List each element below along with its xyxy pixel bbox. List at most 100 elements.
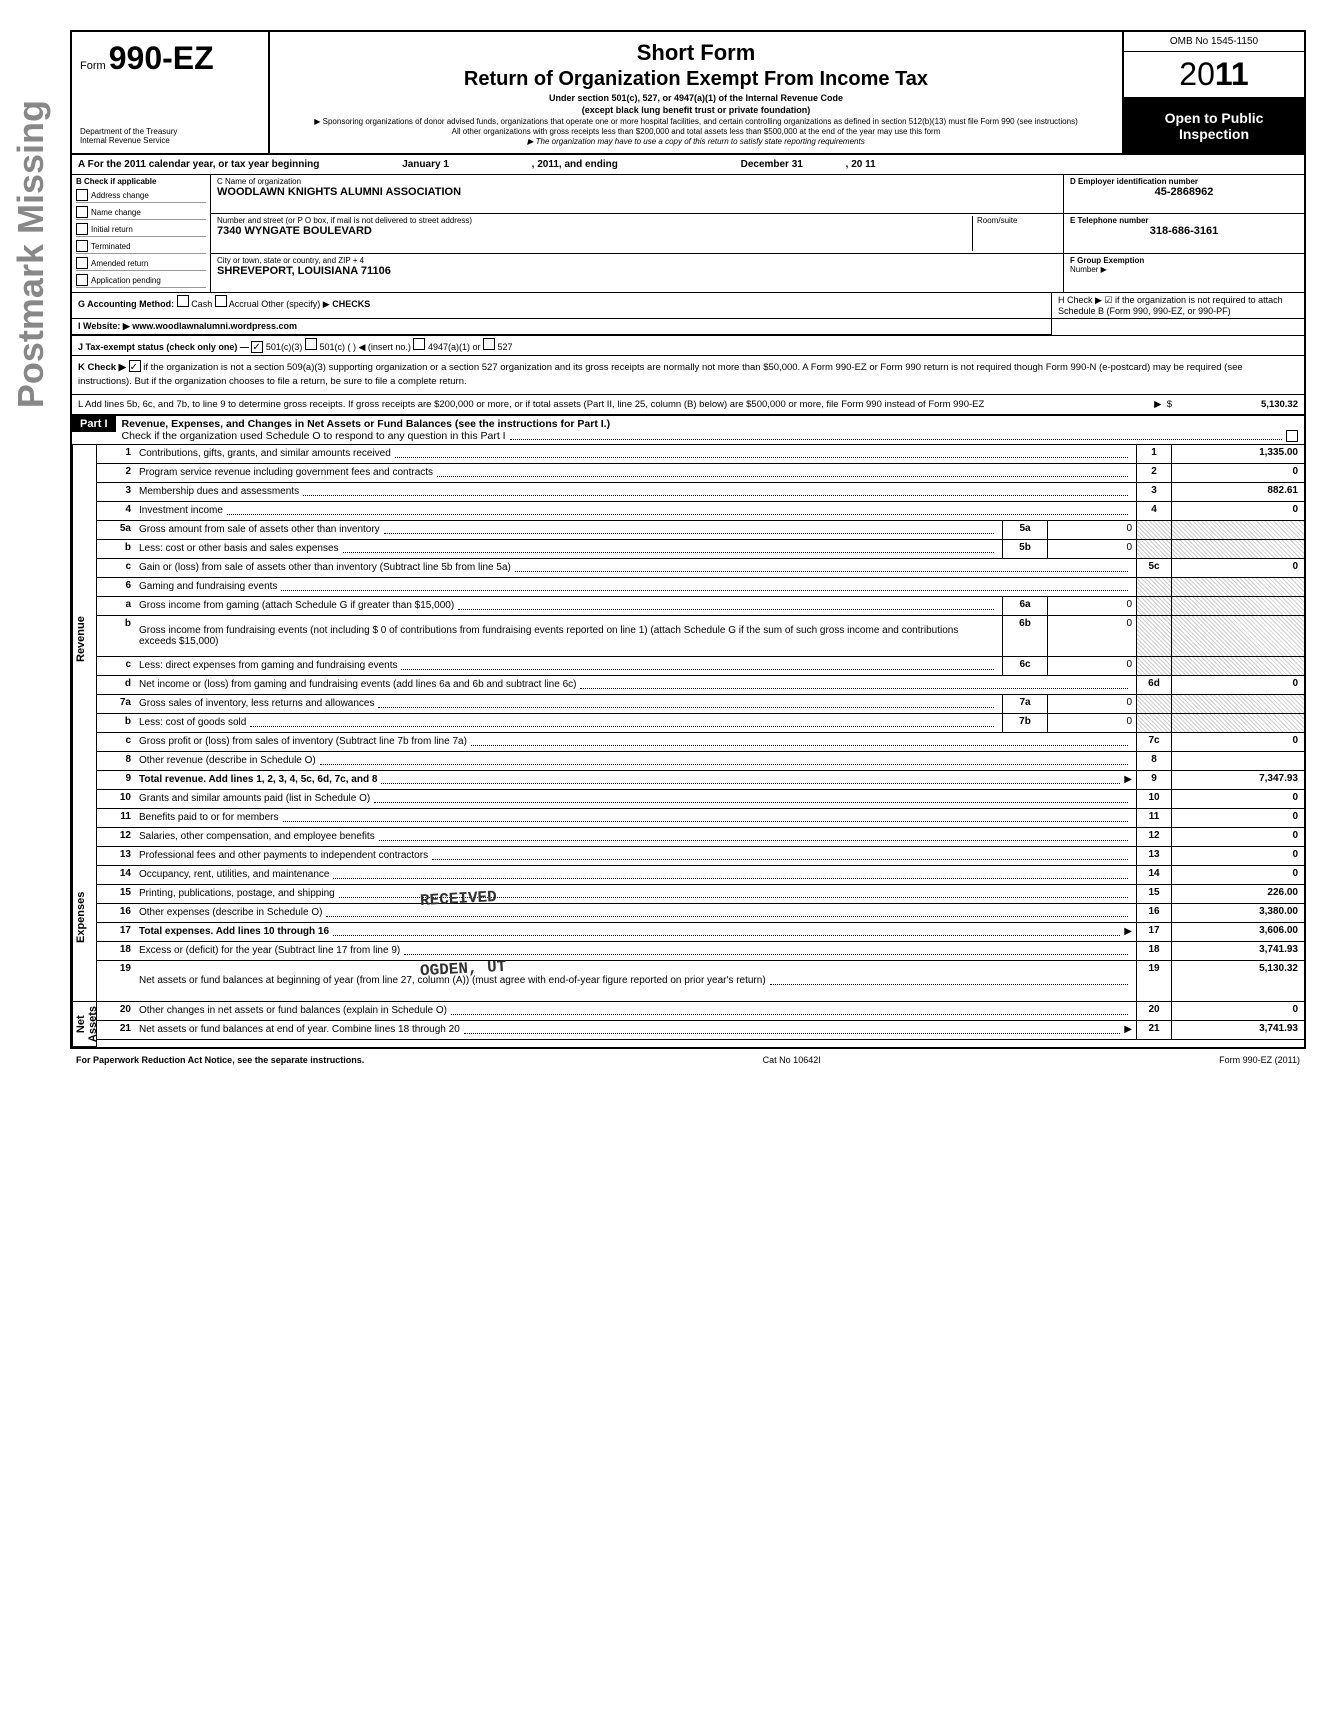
line-b-subvalue: 0 bbox=[1047, 616, 1136, 656]
accounting-other-value: CHECKS bbox=[332, 299, 370, 309]
tax-year: 2011 bbox=[1124, 52, 1304, 98]
omb-number: OMB No 1545-1150 bbox=[1124, 32, 1304, 52]
row-l: L Add lines 5b, 6c, and 7b, to line 9 to… bbox=[72, 395, 1304, 416]
line-14: 14Occupancy, rent, utilities, and mainte… bbox=[97, 866, 1304, 885]
org-city: SHREVEPORT, LOUISIANA 71106 bbox=[217, 265, 1057, 277]
line-1: 1Contributions, gifts, grants, and simil… bbox=[97, 445, 1304, 464]
title-main: Return of Organization Exempt From Incom… bbox=[276, 68, 1116, 91]
line-15: 15Printing, publications, postage, and s… bbox=[97, 885, 1304, 904]
row-l-amount: 5,130.32 bbox=[1178, 399, 1298, 410]
line-4: 4Investment income40 bbox=[97, 502, 1304, 521]
line-20-value: 0 bbox=[1171, 1002, 1304, 1020]
line-b-subvalue: 0 bbox=[1047, 540, 1136, 558]
line-3-value: 882.61 bbox=[1171, 483, 1304, 501]
form-word: Form bbox=[80, 60, 106, 72]
checkbox-application-pending[interactable] bbox=[76, 274, 88, 286]
line-21-value: 3,741.93 bbox=[1171, 1021, 1304, 1039]
row-k: K Check ▶ if the organization is not a s… bbox=[72, 356, 1304, 395]
row-g-accounting: G Accounting Method: Cash Accrual Other … bbox=[72, 293, 1304, 319]
line-10: 10Grants and similar amounts paid (list … bbox=[97, 790, 1304, 809]
row-j-status: J Tax-exempt status (check only one) — 5… bbox=[72, 336, 1304, 356]
line-2: 2Program service revenue including gover… bbox=[97, 464, 1304, 483]
line-17: 17Total expenses. Add lines 10 through 1… bbox=[97, 923, 1304, 942]
title-short: Short Form bbox=[276, 40, 1116, 66]
part-1-lines: Revenue Expenses Net Assets 1Contributio… bbox=[72, 445, 1304, 1047]
form-header: Form 990-EZ Department of the Treasury I… bbox=[72, 32, 1304, 155]
checkbox-4947[interactable] bbox=[413, 338, 425, 350]
line-8: 8Other revenue (describe in Schedule O)8 bbox=[97, 752, 1304, 771]
open-to-public: Open to Public Inspection bbox=[1124, 98, 1304, 153]
line-d-value: 0 bbox=[1171, 676, 1304, 694]
line-16-value: 3,380.00 bbox=[1171, 904, 1304, 922]
line-5a-subvalue: 0 bbox=[1047, 521, 1136, 539]
line-13-value: 0 bbox=[1171, 847, 1304, 865]
line-7a-subvalue: 0 bbox=[1047, 695, 1136, 713]
line-13: 13Professional fees and other payments t… bbox=[97, 847, 1304, 866]
line-21: 21Net assets or fund balances at end of … bbox=[97, 1021, 1304, 1040]
checkbox-cash[interactable] bbox=[177, 295, 189, 307]
line-19-value: 5,130.32 bbox=[1171, 961, 1304, 1001]
line-4-value: 0 bbox=[1171, 502, 1304, 520]
checkbox-line: Application pending bbox=[76, 273, 206, 288]
line-b: bLess: cost or other basis and sales exp… bbox=[97, 540, 1304, 559]
checkbox-501c[interactable] bbox=[305, 338, 317, 350]
line-a: aGross income from gaming (attach Schedu… bbox=[97, 597, 1304, 616]
note3: ▶ The organization may have to use a cop… bbox=[276, 137, 1116, 146]
header-right: OMB No 1545-1150 2011 Open to Public Ins… bbox=[1124, 32, 1304, 153]
row-i-website: I Website: ▶ www.woodlawnalumni.wordpres… bbox=[72, 319, 1304, 336]
checkbox-line: Amended return bbox=[76, 256, 206, 271]
checkbox-schedule-o[interactable] bbox=[1286, 430, 1298, 442]
checkbox-initial-return[interactable] bbox=[76, 223, 88, 235]
form-footer: For Paperwork Reduction Act Notice, see … bbox=[70, 1051, 1306, 1069]
line-c: cLess: direct expenses from gaming and f… bbox=[97, 657, 1304, 676]
section-c-org: C Name of organization WOODLAWN KNIGHTS … bbox=[211, 175, 1064, 292]
checkbox-amended-return[interactable] bbox=[76, 257, 88, 269]
row-a-tax-year: A For the 2011 calendar year, or tax yea… bbox=[72, 155, 1304, 175]
checkbox-527[interactable] bbox=[483, 338, 495, 350]
line-d: dNet income or (loss) from gaming and fu… bbox=[97, 676, 1304, 695]
org-address: 7340 WYNGATE BOULEVARD bbox=[217, 225, 972, 237]
line-18: 18Excess or (deficit) for the year (Subt… bbox=[97, 942, 1304, 961]
line-c-value: 0 bbox=[1171, 733, 1304, 751]
checkbox-line: Name change bbox=[76, 205, 206, 220]
line-a-subvalue: 0 bbox=[1047, 597, 1136, 615]
line-12-value: 0 bbox=[1171, 828, 1304, 846]
line-10-value: 0 bbox=[1171, 790, 1304, 808]
checkbox-address-change[interactable] bbox=[76, 189, 88, 201]
checkbox-line: Address change bbox=[76, 188, 206, 203]
line-11: 11Benefits paid to or for members110 bbox=[97, 809, 1304, 828]
line-11-value: 0 bbox=[1171, 809, 1304, 827]
ein: 45-2868962 bbox=[1070, 186, 1298, 198]
label-netassets: Net Assets bbox=[72, 1002, 97, 1047]
section-b-checkboxes: B Check if applicable Address changeName… bbox=[72, 175, 211, 292]
line-7a: 7aGross sales of inventory, less returns… bbox=[97, 695, 1304, 714]
checkbox-k[interactable] bbox=[129, 360, 141, 372]
part-1-header: Part I Revenue, Expenses, and Changes in… bbox=[72, 416, 1304, 445]
website-url: www.woodlawnalumni.wordpress.com bbox=[132, 321, 297, 331]
line-16: 16Other expenses (describe in Schedule O… bbox=[97, 904, 1304, 923]
header-center: Short Form Return of Organization Exempt… bbox=[270, 32, 1124, 153]
line-b-subvalue: 0 bbox=[1047, 714, 1136, 732]
line-c-value: 0 bbox=[1171, 559, 1304, 577]
line-5a: 5aGross amount from sale of assets other… bbox=[97, 521, 1304, 540]
checkbox-accrual[interactable] bbox=[215, 295, 227, 307]
line-2-value: 0 bbox=[1171, 464, 1304, 482]
checkbox-501c3[interactable] bbox=[251, 341, 263, 353]
line-c-subvalue: 0 bbox=[1047, 657, 1136, 675]
checkbox-terminated[interactable] bbox=[76, 240, 88, 252]
line-3: 3Membership dues and assessments3882.61 bbox=[97, 483, 1304, 502]
label-revenue: Revenue bbox=[72, 445, 97, 833]
header-left: Form 990-EZ Department of the Treasury I… bbox=[72, 32, 270, 153]
line-20: 20Other changes in net assets or fund ba… bbox=[97, 1002, 1304, 1021]
line-14-value: 0 bbox=[1171, 866, 1304, 884]
checkbox-line: Terminated bbox=[76, 239, 206, 254]
form-number: 990-EZ bbox=[109, 40, 214, 76]
checkbox-name-change[interactable] bbox=[76, 206, 88, 218]
line-9: 9Total revenue. Add lines 1, 2, 3, 4, 5c… bbox=[97, 771, 1304, 790]
info-block: B Check if applicable Address changeName… bbox=[72, 175, 1304, 293]
note1: ▶ Sponsoring organizations of donor advi… bbox=[276, 117, 1116, 126]
line-6: 6Gaming and fundraising events bbox=[97, 578, 1304, 597]
line-8-value bbox=[1171, 752, 1304, 770]
line-b: bLess: cost of goods sold7b0 bbox=[97, 714, 1304, 733]
postmark-watermark: Postmark Missing bbox=[10, 100, 52, 408]
